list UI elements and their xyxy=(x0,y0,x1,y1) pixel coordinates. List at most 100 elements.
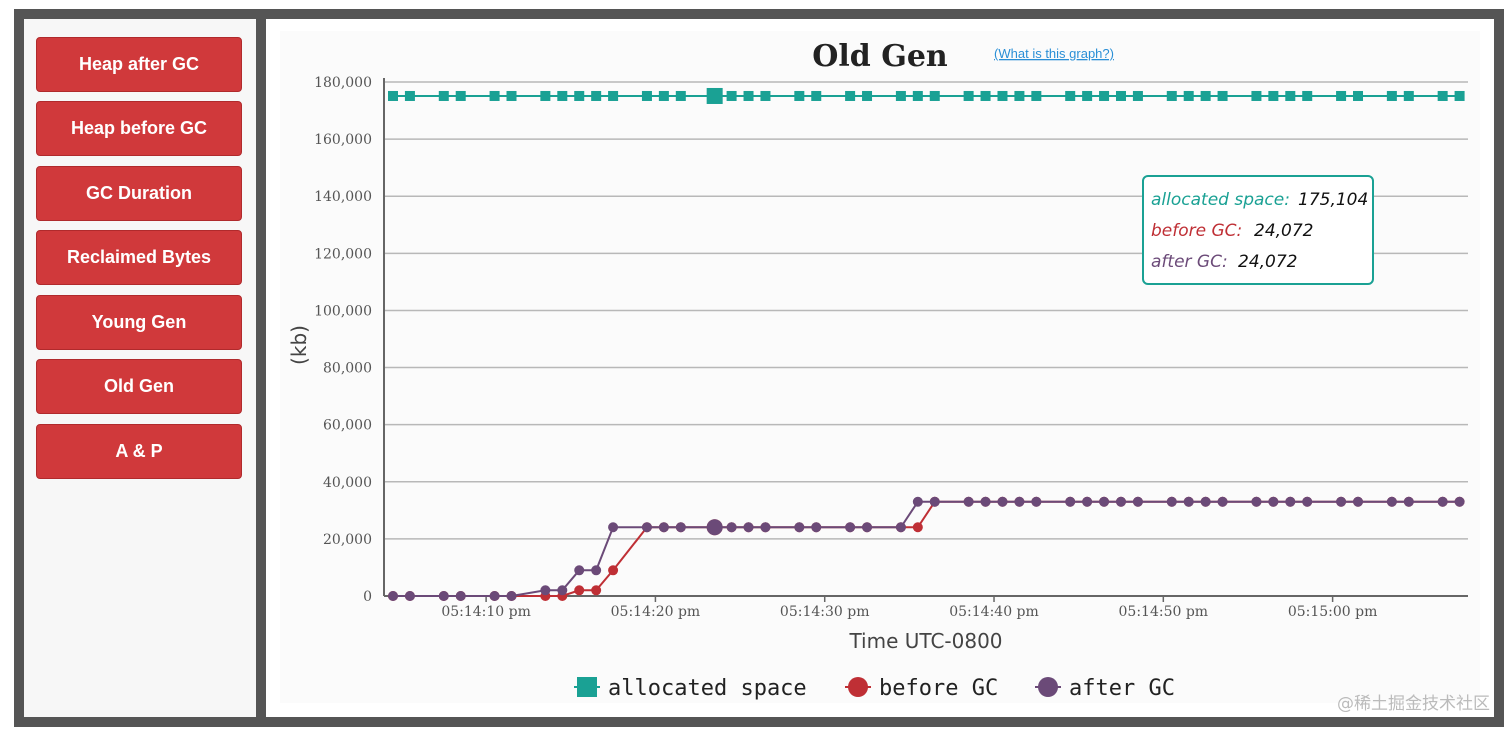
data-point[interactable] xyxy=(557,585,568,596)
data-point[interactable] xyxy=(675,522,686,533)
a-and-p-button[interactable]: A & P xyxy=(36,424,242,479)
data-point[interactable] xyxy=(1268,496,1279,507)
data-point[interactable] xyxy=(1302,496,1313,507)
data-point[interactable] xyxy=(1166,90,1177,101)
data-point[interactable] xyxy=(929,496,940,507)
data-point[interactable] xyxy=(388,591,398,601)
data-point[interactable] xyxy=(862,90,873,101)
data-point[interactable] xyxy=(1115,90,1126,101)
data-point[interactable] xyxy=(912,90,923,101)
data-point[interactable] xyxy=(1268,90,1279,101)
data-point[interactable] xyxy=(1454,90,1465,101)
data-point[interactable] xyxy=(1285,496,1296,507)
data-point[interactable] xyxy=(1437,90,1448,101)
data-point[interactable] xyxy=(1200,496,1211,507)
data-point[interactable] xyxy=(845,90,856,101)
data-point[interactable] xyxy=(591,585,602,596)
data-point[interactable] xyxy=(912,496,923,507)
data-point[interactable] xyxy=(1132,90,1143,101)
data-point[interactable] xyxy=(1115,496,1126,507)
data-point[interactable] xyxy=(912,522,923,533)
data-point[interactable] xyxy=(1200,90,1211,101)
old-gen-button[interactable]: Old Gen xyxy=(36,359,242,414)
data-point[interactable] xyxy=(574,585,585,596)
legend-item-allocated[interactable]: allocated space xyxy=(574,676,807,701)
data-point[interactable] xyxy=(1099,90,1110,101)
data-point[interactable] xyxy=(404,90,415,101)
data-point[interactable] xyxy=(1014,90,1025,101)
data-point[interactable] xyxy=(455,591,466,601)
data-point[interactable] xyxy=(1251,496,1262,507)
what-is-this-graph-link[interactable]: (What is this graph?) xyxy=(994,46,1114,61)
data-point[interactable] xyxy=(438,90,449,101)
data-point[interactable] xyxy=(726,90,737,101)
gc-duration-button[interactable]: GC Duration xyxy=(36,166,242,221)
data-point[interactable] xyxy=(1065,496,1076,507)
data-point[interactable] xyxy=(1082,496,1093,507)
data-point[interactable] xyxy=(997,496,1008,507)
data-point[interactable] xyxy=(1099,496,1110,507)
data-point[interactable] xyxy=(811,90,822,101)
data-point[interactable] xyxy=(963,496,974,507)
data-point[interactable] xyxy=(706,87,723,104)
data-point[interactable] xyxy=(1437,496,1448,507)
young-gen-button[interactable]: Young Gen xyxy=(36,295,242,350)
legend-item-before[interactable]: before GC xyxy=(845,676,998,701)
data-point[interactable] xyxy=(895,522,906,533)
data-point[interactable] xyxy=(658,90,669,101)
data-point[interactable] xyxy=(1217,496,1228,507)
data-point[interactable] xyxy=(1336,90,1347,101)
data-point[interactable] xyxy=(438,591,449,601)
data-point[interactable] xyxy=(489,90,500,101)
data-point[interactable] xyxy=(1353,90,1364,101)
data-point[interactable] xyxy=(845,522,856,533)
data-point[interactable] xyxy=(489,591,500,601)
reclaimed-bytes-button[interactable]: Reclaimed Bytes xyxy=(36,230,242,285)
data-point[interactable] xyxy=(1403,496,1414,507)
data-point[interactable] xyxy=(1386,90,1397,101)
data-point[interactable] xyxy=(1454,496,1465,507)
data-point[interactable] xyxy=(963,90,974,101)
data-point[interactable] xyxy=(743,90,754,101)
data-point[interactable] xyxy=(1403,90,1414,101)
data-point[interactable] xyxy=(1183,90,1194,101)
data-point[interactable] xyxy=(591,90,602,101)
data-point[interactable] xyxy=(997,90,1008,101)
data-point[interactable] xyxy=(1285,90,1296,101)
data-point[interactable] xyxy=(608,522,619,533)
data-point[interactable] xyxy=(760,90,771,101)
data-point[interactable] xyxy=(726,522,737,533)
data-point[interactable] xyxy=(506,90,517,101)
data-point[interactable] xyxy=(1166,496,1177,507)
data-point[interactable] xyxy=(811,522,822,533)
data-point[interactable] xyxy=(608,90,619,101)
legend-item-after[interactable]: after GC xyxy=(1035,676,1175,701)
heap-after-gc-button[interactable]: Heap after GC xyxy=(36,37,242,92)
data-point[interactable] xyxy=(1302,90,1313,101)
data-point[interactable] xyxy=(506,591,517,601)
data-point[interactable] xyxy=(706,519,723,536)
data-point[interactable] xyxy=(980,496,991,507)
data-point[interactable] xyxy=(641,90,652,101)
data-point[interactable] xyxy=(1386,496,1397,507)
data-point[interactable] xyxy=(1031,90,1042,101)
data-point[interactable] xyxy=(1251,90,1262,101)
data-point[interactable] xyxy=(980,90,991,101)
data-point[interactable] xyxy=(404,591,415,601)
data-point[interactable] xyxy=(574,90,585,101)
data-point[interactable] xyxy=(794,90,805,101)
data-point[interactable] xyxy=(608,565,619,576)
data-point[interactable] xyxy=(455,90,466,101)
data-point[interactable] xyxy=(557,90,568,101)
data-point[interactable] xyxy=(862,522,873,533)
data-point[interactable] xyxy=(658,522,669,533)
data-point[interactable] xyxy=(540,90,551,101)
data-point[interactable] xyxy=(540,585,551,596)
data-point[interactable] xyxy=(1217,90,1228,101)
data-point[interactable] xyxy=(1082,90,1093,101)
data-point[interactable] xyxy=(641,522,652,533)
data-point[interactable] xyxy=(929,90,940,101)
data-point[interactable] xyxy=(1183,496,1194,507)
data-point[interactable] xyxy=(1065,90,1076,101)
data-point[interactable] xyxy=(574,565,585,576)
